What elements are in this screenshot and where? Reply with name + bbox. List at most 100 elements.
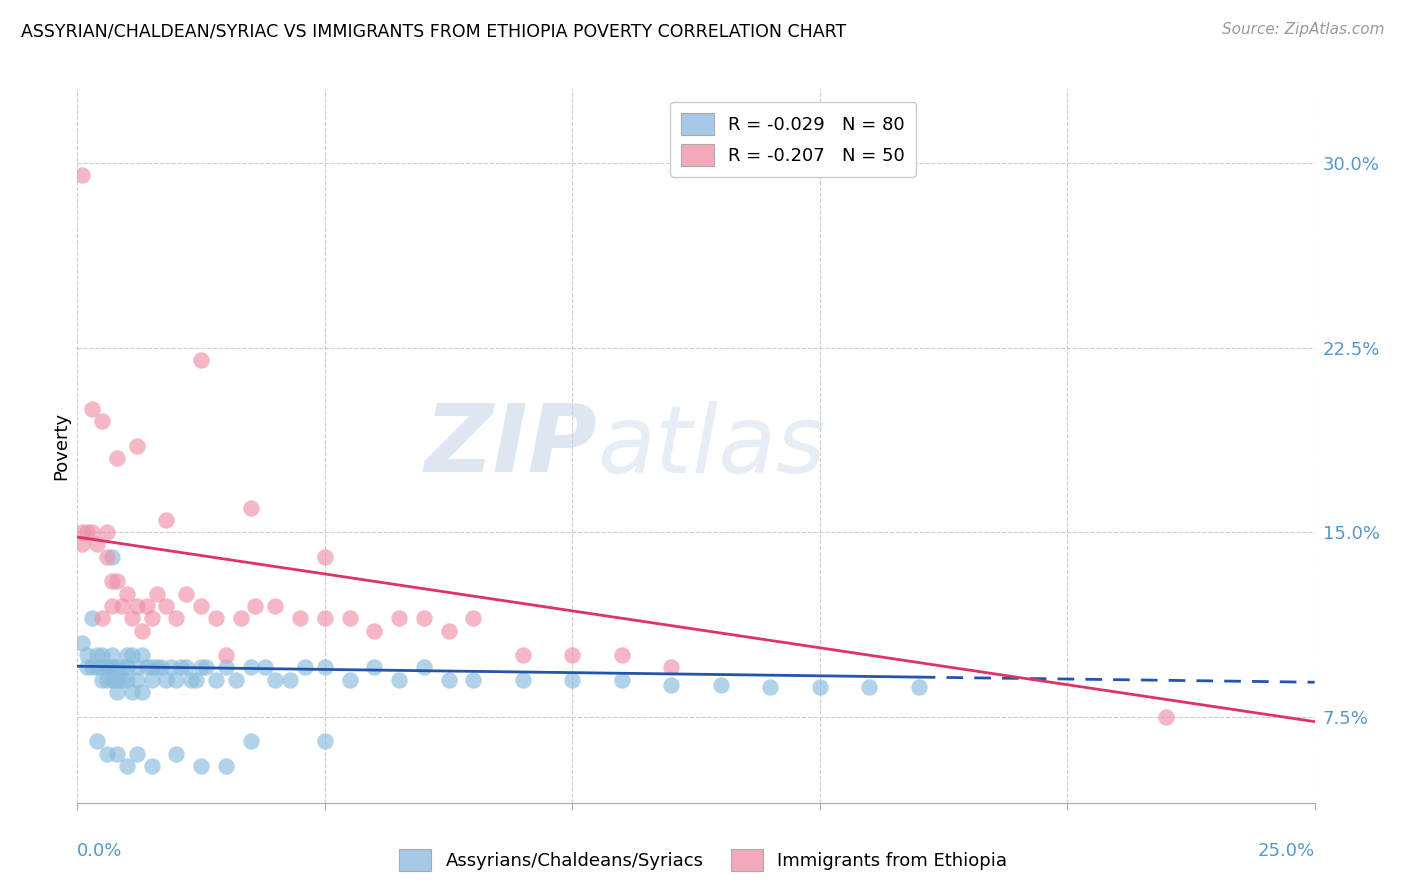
Point [184,673,207,687]
Point [111,660,134,674]
Point [155,513,177,527]
Point [512,648,534,662]
Point [314,611,336,625]
Point [239,500,262,515]
Point [96,673,118,687]
Point [180,673,202,687]
Point [363,660,385,674]
Point [91,648,114,662]
Point [155,673,177,687]
Point [858,680,880,694]
Point [150,660,173,674]
Point [111,673,134,687]
Point [437,673,460,687]
Point [121,611,143,625]
Point [190,759,212,773]
Point [174,587,197,601]
Point [141,611,163,625]
Point [245,599,267,613]
Point [76,525,98,540]
Point [131,685,153,699]
Point [131,648,153,662]
Point [160,660,183,674]
Point [463,673,485,687]
Point [101,660,124,674]
Point [314,734,336,748]
Point [86,648,108,662]
Point [72,636,94,650]
Point [512,673,534,687]
Point [363,624,385,638]
Point [239,734,262,748]
Point [125,599,148,613]
Point [141,759,163,773]
Point [115,660,138,674]
Point [165,747,187,761]
Point [215,648,238,662]
Point [437,624,460,638]
Point [101,574,124,589]
Point [205,673,228,687]
Point [125,673,148,687]
Point [72,169,94,183]
Point [101,599,124,613]
Legend: R = -0.029   N = 80, R = -0.207   N = 50: R = -0.029 N = 80, R = -0.207 N = 50 [671,102,915,177]
Point [121,685,143,699]
Point [141,673,163,687]
Point [91,414,114,428]
Point [195,660,218,674]
Point [145,587,167,601]
Point [82,660,104,674]
Point [278,673,301,687]
Point [610,673,633,687]
Point [190,352,212,367]
Point [907,680,929,694]
Point [314,660,336,674]
Point [101,648,124,662]
Point [82,402,104,417]
Text: ZIP: ZIP [425,400,598,492]
Point [82,525,104,540]
Point [101,549,124,564]
Point [115,759,138,773]
Point [96,660,118,674]
Point [215,759,238,773]
Point [111,599,134,613]
Point [86,537,108,551]
Point [205,611,228,625]
Point [91,673,114,687]
Legend: Assyrians/Chaldeans/Syriacs, Immigrants from Ethiopia: Assyrians/Chaldeans/Syriacs, Immigrants … [391,842,1015,879]
Y-axis label: Poverty: Poverty [52,412,70,480]
Point [294,660,316,674]
Point [610,648,633,662]
Point [105,685,128,699]
Point [135,599,157,613]
Point [145,660,167,674]
Point [135,660,157,674]
Point [125,439,148,453]
Point [101,673,124,687]
Point [314,549,336,564]
Point [131,624,153,638]
Point [254,660,277,674]
Point [229,611,252,625]
Point [115,587,138,601]
Point [91,660,114,674]
Point [215,660,238,674]
Point [659,660,682,674]
Point [86,660,108,674]
Point [412,660,434,674]
Point [264,673,287,687]
Text: atlas: atlas [598,401,825,491]
Point [388,611,411,625]
Point [561,673,583,687]
Point [72,537,94,551]
Point [72,525,94,540]
Point [105,673,128,687]
Point [264,599,287,613]
Point [165,673,187,687]
Point [808,680,831,694]
Point [125,660,148,674]
Point [174,660,197,674]
Point [115,673,138,687]
